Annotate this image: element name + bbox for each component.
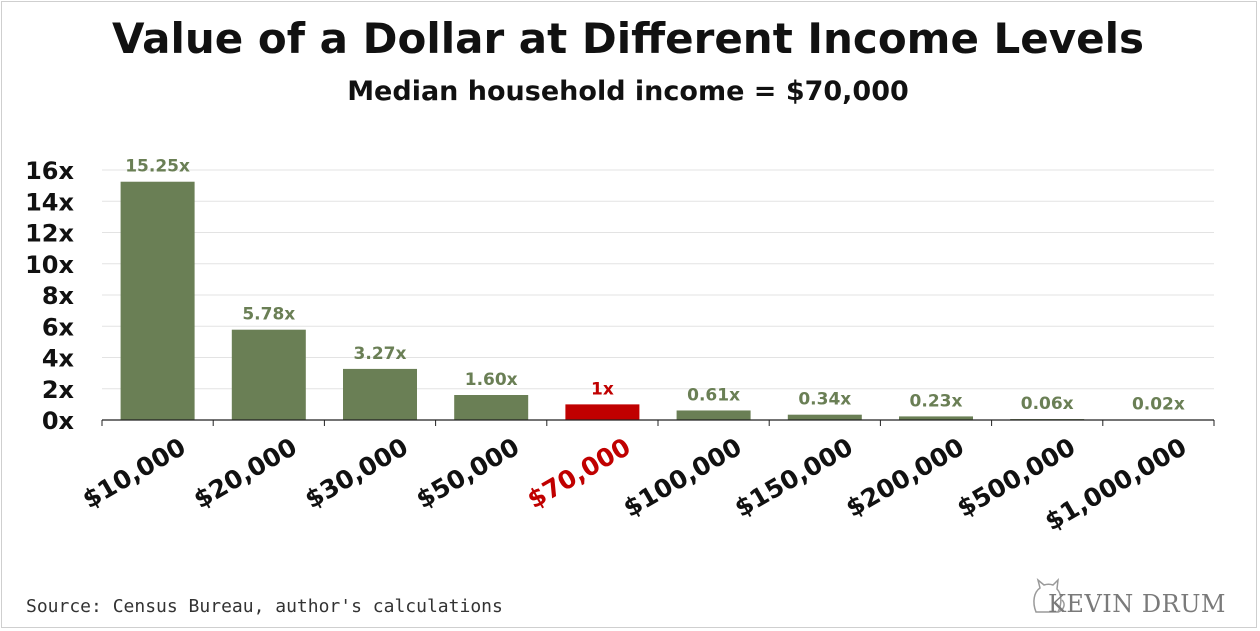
x-tick-label-2: $30,000 (300, 432, 413, 514)
y-axis-ticks: 0x 2x 4x 6x 8x 10x 12x 14x 16x (25, 157, 74, 435)
chart-title: Value of a Dollar at Different Income Le… (111, 14, 1145, 63)
y-tick-label: 8x (42, 282, 75, 310)
logo-text: KEVIN DRUM (1048, 590, 1227, 618)
y-tick-label: 4x (42, 345, 75, 373)
value-label-6: 0.34x (798, 390, 851, 410)
value-label-8: 0.06x (1021, 394, 1074, 414)
y-tick-label: 10x (25, 251, 74, 279)
bar-3 (454, 395, 529, 420)
x-axis-ticks: $10,000$20,000$30,000$50,000$70,000$100,… (77, 420, 1215, 536)
bar-7 (899, 416, 973, 420)
x-tick-label-7: $200,000 (841, 432, 969, 523)
bar-1 (231, 329, 306, 420)
bar-2 (343, 368, 417, 420)
y-tick-label: 16x (25, 157, 74, 185)
x-tick-label-3: $50,000 (411, 432, 524, 514)
x-tick-label-4: $70,000 (522, 432, 635, 514)
y-tick-label: 12x (25, 220, 74, 248)
source-note: Source: Census Bureau, author's calculat… (26, 596, 503, 617)
value-labels: 15.25x 5.78x 3.27x 1.60x 1x 0.61x 0.34x 0.23x 0.… (125, 157, 1185, 415)
bar-5 (676, 410, 751, 420)
kevin-drum-logo: KEVIN DRUM (1026, 572, 1226, 620)
bar-0 (120, 181, 195, 420)
x-tick-label-5: $100,000 (618, 432, 746, 523)
y-tick-label: 0x (42, 407, 75, 435)
value-label-0: 15.25x (125, 157, 190, 177)
value-label-3: 1.60x (465, 370, 518, 390)
y-tick-label: 6x (42, 313, 75, 341)
value-label-4: 1x (591, 379, 614, 399)
x-tick-label-0: $10,000 (77, 432, 190, 514)
bars (120, 181, 1196, 421)
bar-6 (787, 414, 862, 420)
value-label-1: 5.78x (242, 305, 295, 325)
value-label-7: 0.23x (910, 391, 963, 411)
cat-icon (1033, 577, 1065, 613)
y-tick-label: 2x (42, 376, 75, 404)
x-tick-label-6: $150,000 (730, 432, 858, 523)
value-label-5: 0.61x (687, 385, 740, 405)
y-tick-label: 14x (25, 188, 74, 216)
value-label-2: 3.27x (354, 344, 407, 364)
bar-4 (565, 404, 640, 420)
x-tick-label-1: $20,000 (189, 432, 302, 514)
value-label-9: 0.02x (1132, 395, 1185, 415)
chart-subtitle: Median household income = $70,000 (347, 76, 909, 107)
